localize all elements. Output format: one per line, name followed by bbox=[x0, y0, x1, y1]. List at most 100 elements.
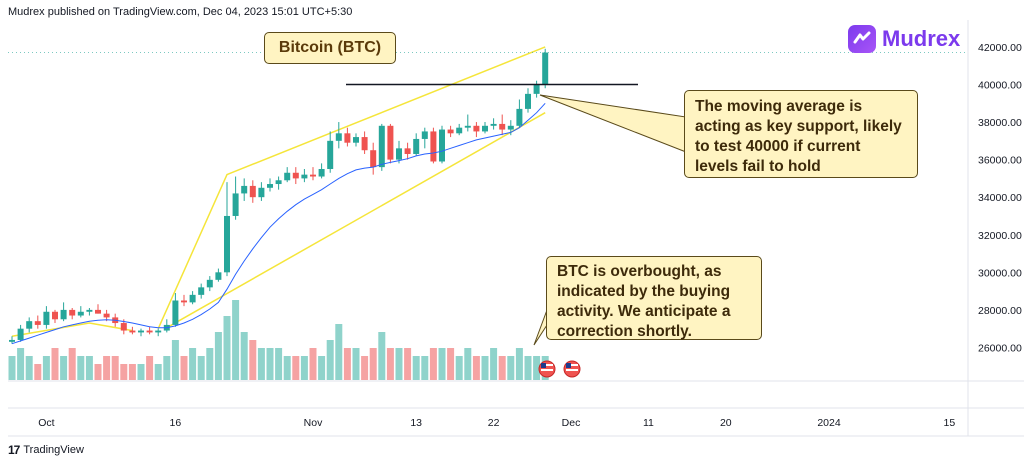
volume-bar bbox=[249, 340, 257, 380]
candle-body bbox=[421, 131, 428, 139]
trend-channel-line bbox=[11, 322, 133, 337]
volume-bar bbox=[34, 364, 42, 380]
volume-bar bbox=[154, 364, 162, 380]
volume-bar bbox=[352, 348, 360, 380]
volume-bar bbox=[94, 364, 102, 380]
candle-body bbox=[69, 309, 76, 316]
y-tick-label: 40000.00 bbox=[978, 79, 1022, 91]
x-tick-label: 15 bbox=[944, 417, 956, 429]
candle-body bbox=[378, 125, 385, 168]
y-tick-label: 36000.00 bbox=[978, 155, 1022, 167]
volume-bar bbox=[507, 356, 515, 380]
x-tick-label: Nov bbox=[304, 417, 323, 429]
candle-body bbox=[206, 279, 213, 288]
volume-bar bbox=[8, 356, 16, 380]
volume-bar bbox=[163, 356, 171, 380]
volume-bar bbox=[438, 348, 446, 380]
volume-bar bbox=[206, 348, 214, 380]
y-tick-label: 26000.00 bbox=[978, 342, 1022, 354]
y-tick-label: 34000.00 bbox=[978, 192, 1022, 204]
volume-bar bbox=[464, 348, 472, 380]
volume-bar bbox=[51, 348, 59, 380]
volume-bar bbox=[171, 340, 179, 380]
candle-body bbox=[525, 93, 531, 109]
candle-body bbox=[439, 129, 445, 162]
tradingview-label: TradingView bbox=[23, 444, 84, 456]
volume-bar bbox=[266, 348, 274, 380]
volume-bar bbox=[240, 332, 248, 380]
tradingview-footer: 17 TradingView bbox=[8, 443, 84, 457]
us-flag-event-icon bbox=[538, 360, 556, 378]
trend-channel-line bbox=[157, 46, 546, 330]
candle-body bbox=[241, 185, 248, 194]
candle-body bbox=[189, 294, 196, 303]
volume-bar bbox=[232, 300, 240, 380]
volume-bar bbox=[17, 348, 25, 380]
volume-bar bbox=[361, 356, 369, 380]
x-tick-label: 16 bbox=[170, 417, 182, 429]
candle-body bbox=[387, 125, 394, 160]
volume-bar bbox=[137, 364, 145, 380]
volume-bar bbox=[369, 348, 377, 380]
candle-body bbox=[413, 138, 420, 154]
volume-bar bbox=[283, 356, 291, 380]
candle-body bbox=[258, 187, 265, 198]
volume-bar bbox=[189, 348, 197, 380]
candle-body bbox=[17, 328, 24, 340]
y-tick-label: 42000.00 bbox=[978, 42, 1022, 54]
volume-bar bbox=[128, 364, 136, 380]
candle-body bbox=[482, 125, 488, 132]
volume-bar bbox=[146, 356, 154, 380]
candle-body bbox=[103, 313, 110, 318]
volume-bar bbox=[111, 356, 119, 380]
candle-body bbox=[77, 311, 84, 316]
candle-body bbox=[447, 129, 454, 134]
candle-body bbox=[232, 193, 239, 216]
volume-bar bbox=[180, 356, 188, 380]
candle-body bbox=[404, 148, 411, 154]
volume-bar bbox=[300, 356, 308, 380]
candle-body bbox=[155, 330, 162, 333]
candle-body bbox=[335, 133, 342, 141]
candle-body bbox=[499, 123, 506, 130]
x-tick-label: 22 bbox=[488, 417, 500, 429]
volume-bar bbox=[490, 348, 498, 380]
volume-bar bbox=[447, 348, 455, 380]
candle-body bbox=[353, 137, 359, 143]
overbought-note-callout: BTC is overbought, as indicated by the b… bbox=[546, 256, 762, 340]
volume-bar bbox=[42, 356, 50, 380]
volume-bar bbox=[318, 356, 326, 380]
candle-body bbox=[490, 123, 497, 126]
candle-body bbox=[26, 321, 33, 329]
candle-body bbox=[292, 172, 299, 179]
candle-body bbox=[249, 185, 256, 198]
y-tick-label: 32000.00 bbox=[978, 230, 1022, 242]
candle-body bbox=[473, 125, 480, 132]
y-tick-label: 28000.00 bbox=[978, 305, 1022, 317]
candle-body bbox=[361, 137, 368, 151]
candle-body bbox=[284, 172, 291, 181]
moving-average-line bbox=[11, 102, 546, 345]
x-tick-label: 13 bbox=[410, 417, 422, 429]
publish-header: Mudrex published on TradingView.com, Dec… bbox=[8, 6, 353, 18]
volume-bar bbox=[481, 356, 489, 380]
volume-bar bbox=[343, 348, 351, 380]
candle-body bbox=[301, 174, 308, 179]
candle-body bbox=[224, 215, 230, 273]
candle-body bbox=[120, 323, 127, 331]
tradingview-logo-icon: 17 bbox=[8, 443, 20, 457]
candle-body bbox=[43, 311, 50, 325]
volume-bar bbox=[120, 364, 128, 380]
volume-bar bbox=[524, 356, 532, 380]
candle-body bbox=[9, 339, 15, 342]
candle-body bbox=[95, 309, 101, 314]
candle-body bbox=[60, 309, 67, 320]
volume-bar bbox=[214, 332, 222, 380]
volume-bar bbox=[223, 316, 231, 380]
mudrex-logo-icon bbox=[848, 25, 876, 53]
candle-body bbox=[318, 169, 325, 177]
candle-body bbox=[129, 330, 136, 333]
y-tick-label: 30000.00 bbox=[978, 267, 1022, 279]
